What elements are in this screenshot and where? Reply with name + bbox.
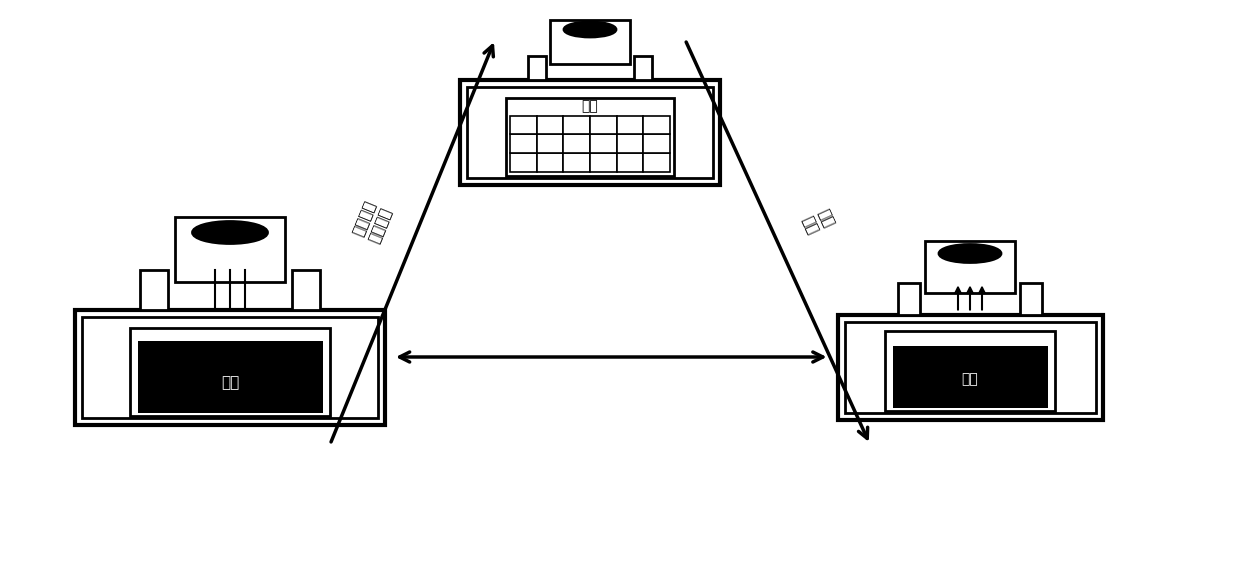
Bar: [644, 134, 670, 153]
Bar: [528, 56, 546, 79]
Bar: [563, 134, 590, 153]
Bar: [616, 153, 644, 171]
Bar: [844, 321, 1095, 413]
Bar: [551, 20, 630, 64]
Bar: [590, 116, 616, 134]
Text: 溶化吸热
吸收冲击: 溶化吸热 吸收冲击: [351, 199, 394, 245]
Bar: [130, 328, 330, 415]
Bar: [590, 134, 616, 153]
Bar: [616, 134, 644, 153]
Bar: [291, 270, 320, 310]
Bar: [634, 56, 652, 79]
Bar: [837, 315, 1102, 419]
Bar: [563, 116, 590, 134]
Text: 固态: 固态: [221, 375, 239, 390]
Ellipse shape: [939, 244, 1001, 262]
Text: 固态: 固态: [962, 373, 978, 387]
Ellipse shape: [192, 221, 268, 243]
Bar: [138, 341, 322, 413]
Bar: [616, 116, 644, 134]
Bar: [644, 153, 670, 171]
Text: 凝固
放热: 凝固 放热: [799, 207, 836, 237]
Bar: [460, 79, 720, 184]
Ellipse shape: [564, 22, 616, 37]
Bar: [885, 330, 1055, 410]
Bar: [590, 153, 616, 171]
Bar: [1021, 283, 1042, 315]
Bar: [644, 116, 670, 134]
Bar: [510, 134, 537, 153]
Bar: [893, 346, 1048, 407]
Bar: [467, 87, 713, 178]
Bar: [537, 134, 563, 153]
Bar: [74, 310, 384, 424]
Bar: [175, 216, 285, 282]
Bar: [563, 153, 590, 171]
Bar: [82, 316, 378, 418]
Bar: [898, 283, 920, 315]
Bar: [506, 97, 675, 175]
Bar: [537, 153, 563, 171]
Bar: [925, 241, 1016, 292]
Bar: [510, 153, 537, 171]
Bar: [140, 270, 167, 310]
Text: 液态: 液态: [582, 99, 599, 114]
Bar: [510, 116, 537, 134]
Bar: [537, 116, 563, 134]
